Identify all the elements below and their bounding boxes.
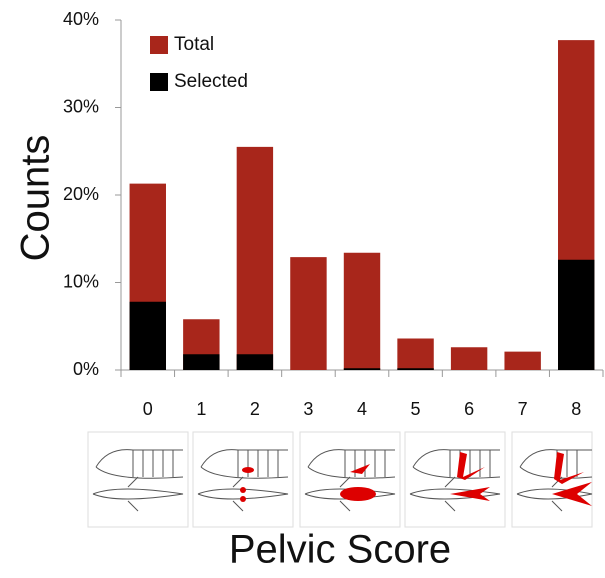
bar bbox=[451, 347, 487, 370]
x-axis-label: Pelvic Score bbox=[229, 528, 451, 572]
y-tick-label: 20% bbox=[63, 184, 99, 204]
bar bbox=[504, 352, 540, 370]
x-tick-label: 5 bbox=[411, 399, 421, 419]
x-tick-label: 6 bbox=[464, 399, 474, 419]
bar bbox=[237, 147, 273, 370]
legend-swatch bbox=[150, 36, 168, 54]
y-axis-label: Counts bbox=[14, 135, 58, 262]
x-tick-label: 3 bbox=[303, 399, 313, 419]
x-tick-label: 8 bbox=[571, 399, 581, 419]
y-tick-label: 10% bbox=[63, 271, 99, 291]
bar bbox=[344, 253, 380, 370]
bar bbox=[397, 368, 433, 370]
bar bbox=[237, 354, 273, 370]
x-tick-label: 0 bbox=[143, 399, 153, 419]
bar bbox=[344, 368, 380, 370]
bar bbox=[290, 257, 326, 370]
bar bbox=[130, 302, 166, 370]
legend-swatch bbox=[150, 73, 168, 91]
bar bbox=[558, 260, 594, 370]
chart: Counts Pelvic Score 0% 10% 20% 30% 40% 0 1 2 3 4 5… bbox=[0, 0, 605, 578]
bar bbox=[183, 354, 219, 370]
bar bbox=[397, 339, 433, 371]
x-tick-label: 1 bbox=[196, 399, 206, 419]
legend-label: Selected bbox=[174, 71, 248, 92]
fish-illustrations bbox=[88, 432, 592, 527]
x-tick-label: 4 bbox=[357, 399, 367, 419]
x-tick-label: 7 bbox=[518, 399, 528, 419]
x-tick-label: 2 bbox=[250, 399, 260, 419]
y-tick-label: 0% bbox=[73, 359, 99, 379]
y-tick-label: 40% bbox=[63, 9, 99, 29]
y-tick-label: 30% bbox=[63, 96, 99, 116]
legend-label: Total bbox=[174, 34, 214, 55]
